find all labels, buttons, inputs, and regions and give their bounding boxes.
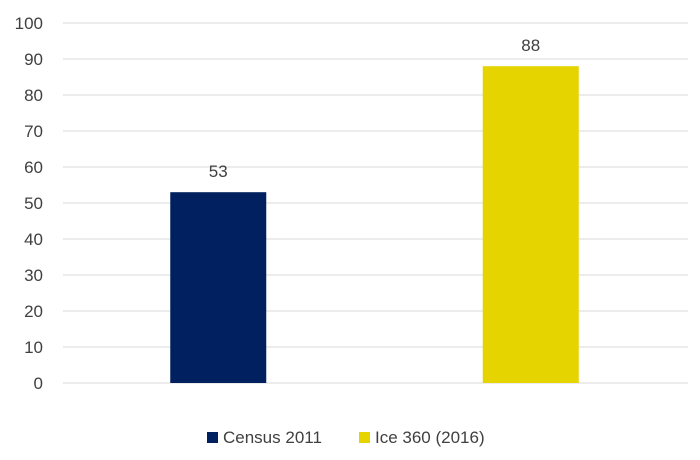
y-tick-label: 60 [24, 158, 43, 177]
y-axis: 0 10 20 30 40 50 60 70 80 90 100 [15, 14, 43, 393]
legend: Census 2011 Ice 360 (2016) [207, 428, 485, 447]
legend-swatch [207, 432, 218, 443]
data-label: 88 [521, 36, 540, 55]
y-tick-label: 30 [24, 266, 43, 285]
data-label: 53 [209, 162, 228, 181]
y-tick-label: 90 [24, 50, 43, 69]
grid-layer [63, 22, 688, 384]
y-tick-label: 80 [24, 86, 43, 105]
data-labels: 53 88 [209, 36, 540, 181]
y-tick-label: 70 [24, 122, 43, 141]
y-tick-label: 0 [34, 374, 43, 393]
y-tick-label: 50 [24, 194, 43, 213]
legend-label: Ice 360 (2016) [375, 428, 485, 447]
y-tick-label: 100 [15, 14, 43, 33]
y-tick-label: 20 [24, 302, 43, 321]
legend-swatch [359, 432, 370, 443]
legend-label: Census 2011 [223, 428, 322, 447]
y-tick-label: 40 [24, 230, 43, 249]
bars [170, 66, 579, 383]
bar-1 [170, 192, 267, 383]
y-tick-label: 10 [24, 338, 43, 357]
bar-2 [482, 66, 579, 383]
